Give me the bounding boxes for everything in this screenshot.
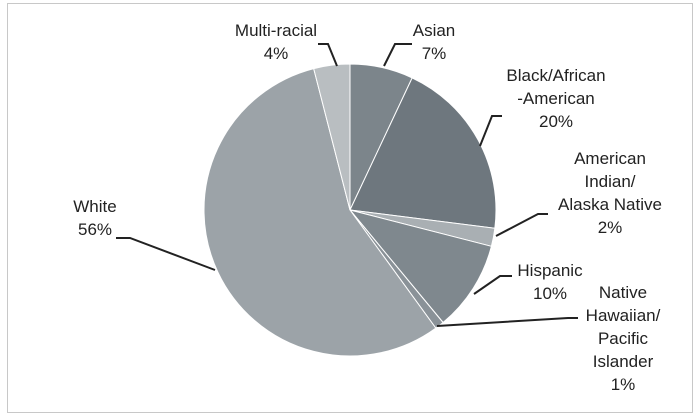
slice-label-line: Pacific <box>598 329 649 348</box>
leader-line-0 <box>383 43 412 67</box>
slice-label-5: White 56% <box>73 197 116 239</box>
leader-line-3 <box>473 275 512 295</box>
slice-label-line: Black/African <box>506 66 605 85</box>
slice-label-line: 4% <box>264 44 289 63</box>
slice-label-line: American <box>574 149 646 168</box>
slice-label-line: 1% <box>611 375 636 394</box>
slice-label-6: Multi-racial 4% <box>235 21 317 63</box>
slice-label-line: Islander <box>593 352 654 371</box>
slice-label-line: Indian/ <box>584 172 635 191</box>
slice-label-line: Hawaiian/ <box>586 306 661 325</box>
slice-label-line: 20% <box>539 112 573 131</box>
slice-label-3: Hispanic 10% <box>517 261 583 303</box>
slice-label-line: 2% <box>598 218 623 237</box>
slice-label-line: Hispanic <box>517 261 583 280</box>
slice-label-line: Asian <box>413 21 456 40</box>
leader-line-1 <box>479 115 502 147</box>
pie-slice-3 <box>348 209 493 324</box>
slice-label-2: American Indian/Alaska Native 2% <box>558 149 662 237</box>
slice-label-line: Native <box>599 283 647 302</box>
slice-label-1: Black/African -American 20% <box>506 66 605 131</box>
pie-slice-5 <box>203 67 437 357</box>
pie-slice-1 <box>349 77 497 229</box>
pie-slice-6 <box>313 63 351 211</box>
slice-label-line: Alaska Native <box>558 195 662 214</box>
leader-line-5 <box>116 237 216 271</box>
slice-label-line: White <box>73 197 116 216</box>
leader-line-4 <box>436 317 578 327</box>
slice-label-line: 10% <box>533 284 567 303</box>
leader-line-2 <box>495 213 548 237</box>
slice-label-line: 7% <box>422 44 447 63</box>
slice-label-line: Multi-racial <box>235 21 317 40</box>
slice-label-0: Asian 7% <box>413 21 456 63</box>
slice-label-4: Native Hawaiian/Pacific Islander 1% <box>586 283 661 394</box>
leader-line-6 <box>318 43 338 67</box>
slice-label-line: 56% <box>78 220 112 239</box>
slice-label-line: -American <box>517 89 594 108</box>
